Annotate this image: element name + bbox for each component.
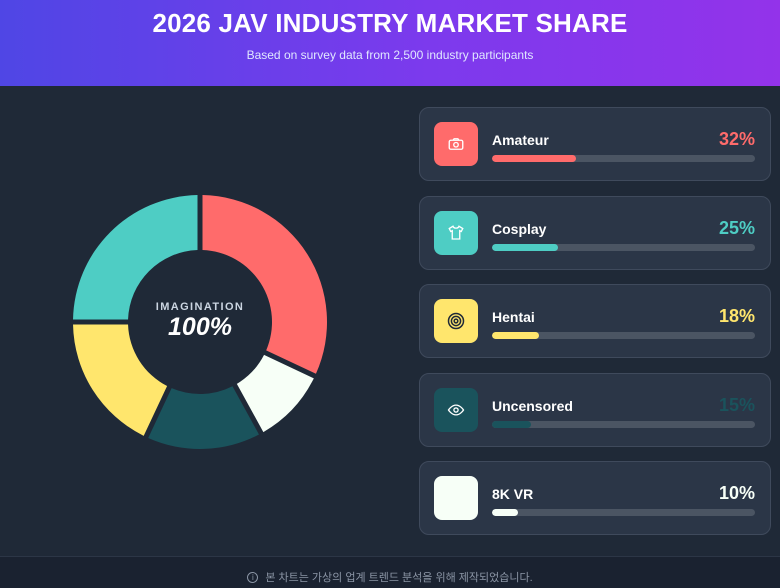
legend-card-hentai[interactable]: Hentai 18% [419,284,771,358]
progress-track-8k-vr [492,509,755,516]
legend-value-8k-vr: 10% [718,483,755,503]
info-icon: i [247,571,259,583]
legend-label-uncensored: Uncensored [492,397,573,414]
eye-icon [434,387,478,432]
legend-label-amateur: Amateur [492,132,549,148]
donut-slice-hentai[interactable] [73,324,168,436]
header: 2026 JAV INDUSTRY MARKET SHARE Based on … [0,0,780,86]
progress-fill-cosplay [492,243,558,251]
target-icon [434,299,478,343]
donut-center-label: IMAGINATION [155,301,245,313]
progress-fill-hentai [492,332,540,339]
progress-fill-8k-vr [492,509,519,516]
legend-card-8k-vr[interactable]: 8K VR 10% [419,461,771,535]
camera-icon [434,122,478,166]
legend-card-uncensored[interactable]: Uncensored 15% [419,372,771,447]
progress-fill-amateur [492,155,577,162]
donut-chart: IMAGINATION 100% [70,192,330,452]
progress-track-amateur [492,155,755,162]
legend-value-cosplay: 25% [718,217,755,238]
legend-card-amateur[interactable]: Amateur 32% [419,107,771,181]
legend-value-hentai: 18% [718,306,755,326]
donut-slice-cosplay[interactable] [73,195,198,320]
legend-value-amateur: 32% [718,129,755,149]
progress-fill-uncensored [492,420,532,428]
legend-value-uncensored: 15% [718,394,755,415]
donut-slice-uncensored[interactable] [148,386,259,449]
legend-label-8k-vr: 8K VR [492,486,534,502]
donut-slice-amateur[interactable] [202,195,327,374]
blank-icon [434,476,478,520]
progress-track-cosplay [492,243,755,251]
progress-track-uncensored [492,420,755,428]
donut-slice-8k-vr[interactable] [236,354,314,433]
footer-text: 본 차트는 가상의 업계 트렌드 분석을 위해 제작되었습니다. [265,572,533,584]
legend-label-cosplay: Cosplay [492,220,547,237]
shirt-icon [434,210,478,255]
footer: i 본 차트는 가상의 업계 트렌드 분석을 위해 제작되었습니다. [0,556,780,588]
donut-center-value: 100% [168,313,232,341]
progress-track-hentai [492,332,755,339]
legend-card-cosplay[interactable]: Cosplay 25% [419,195,771,270]
legend-label-hentai: Hentai [492,309,535,325]
page-title: 2026 JAV INDUSTRY MARKET SHARE [152,8,628,38]
donut-svg [73,195,327,449]
page-subtitle: Based on survey data from 2,500 industry… [246,48,534,62]
